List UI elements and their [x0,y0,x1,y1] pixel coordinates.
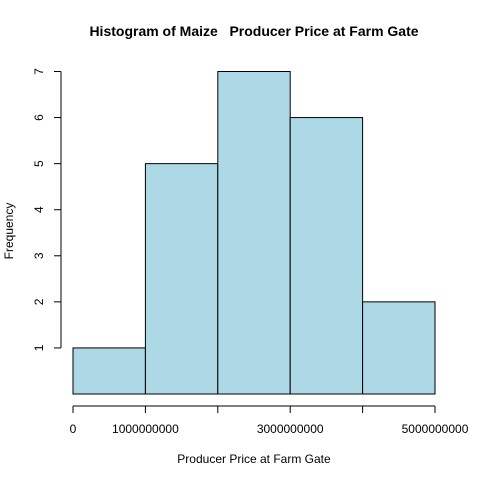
y-tick-label: 6 [32,114,46,121]
histogram-bar [72,347,146,395]
y-tick-label: 2 [32,298,46,305]
x-tick-label: 0 [70,422,77,436]
histogram-bar [144,163,219,395]
bars-group [72,71,436,395]
y-axis-label: Frequency [2,203,16,260]
histogram-bar [289,117,364,395]
y-tick-label: 5 [32,160,46,167]
y-tick-label: 3 [32,252,46,259]
x-tick-label: 5000000000 [402,422,469,436]
x-axis: 0 1000000000 3000000000 5000000000 [70,405,469,436]
x-axis-label: Producer Price at Farm Gate [177,452,331,466]
y-tick-label: 1 [32,344,46,351]
chart-title: Histogram of Maize Producer Price at Far… [89,23,418,39]
x-tick-label: 3000000000 [257,422,324,436]
histogram-bar [362,301,436,395]
x-tick-label: 1000000000 [112,422,179,436]
y-tick-label: 7 [32,68,46,75]
y-axis: 1 2 3 4 5 6 7 [32,68,62,351]
y-tick-label: 4 [32,206,46,213]
histogram-bar [217,71,291,395]
